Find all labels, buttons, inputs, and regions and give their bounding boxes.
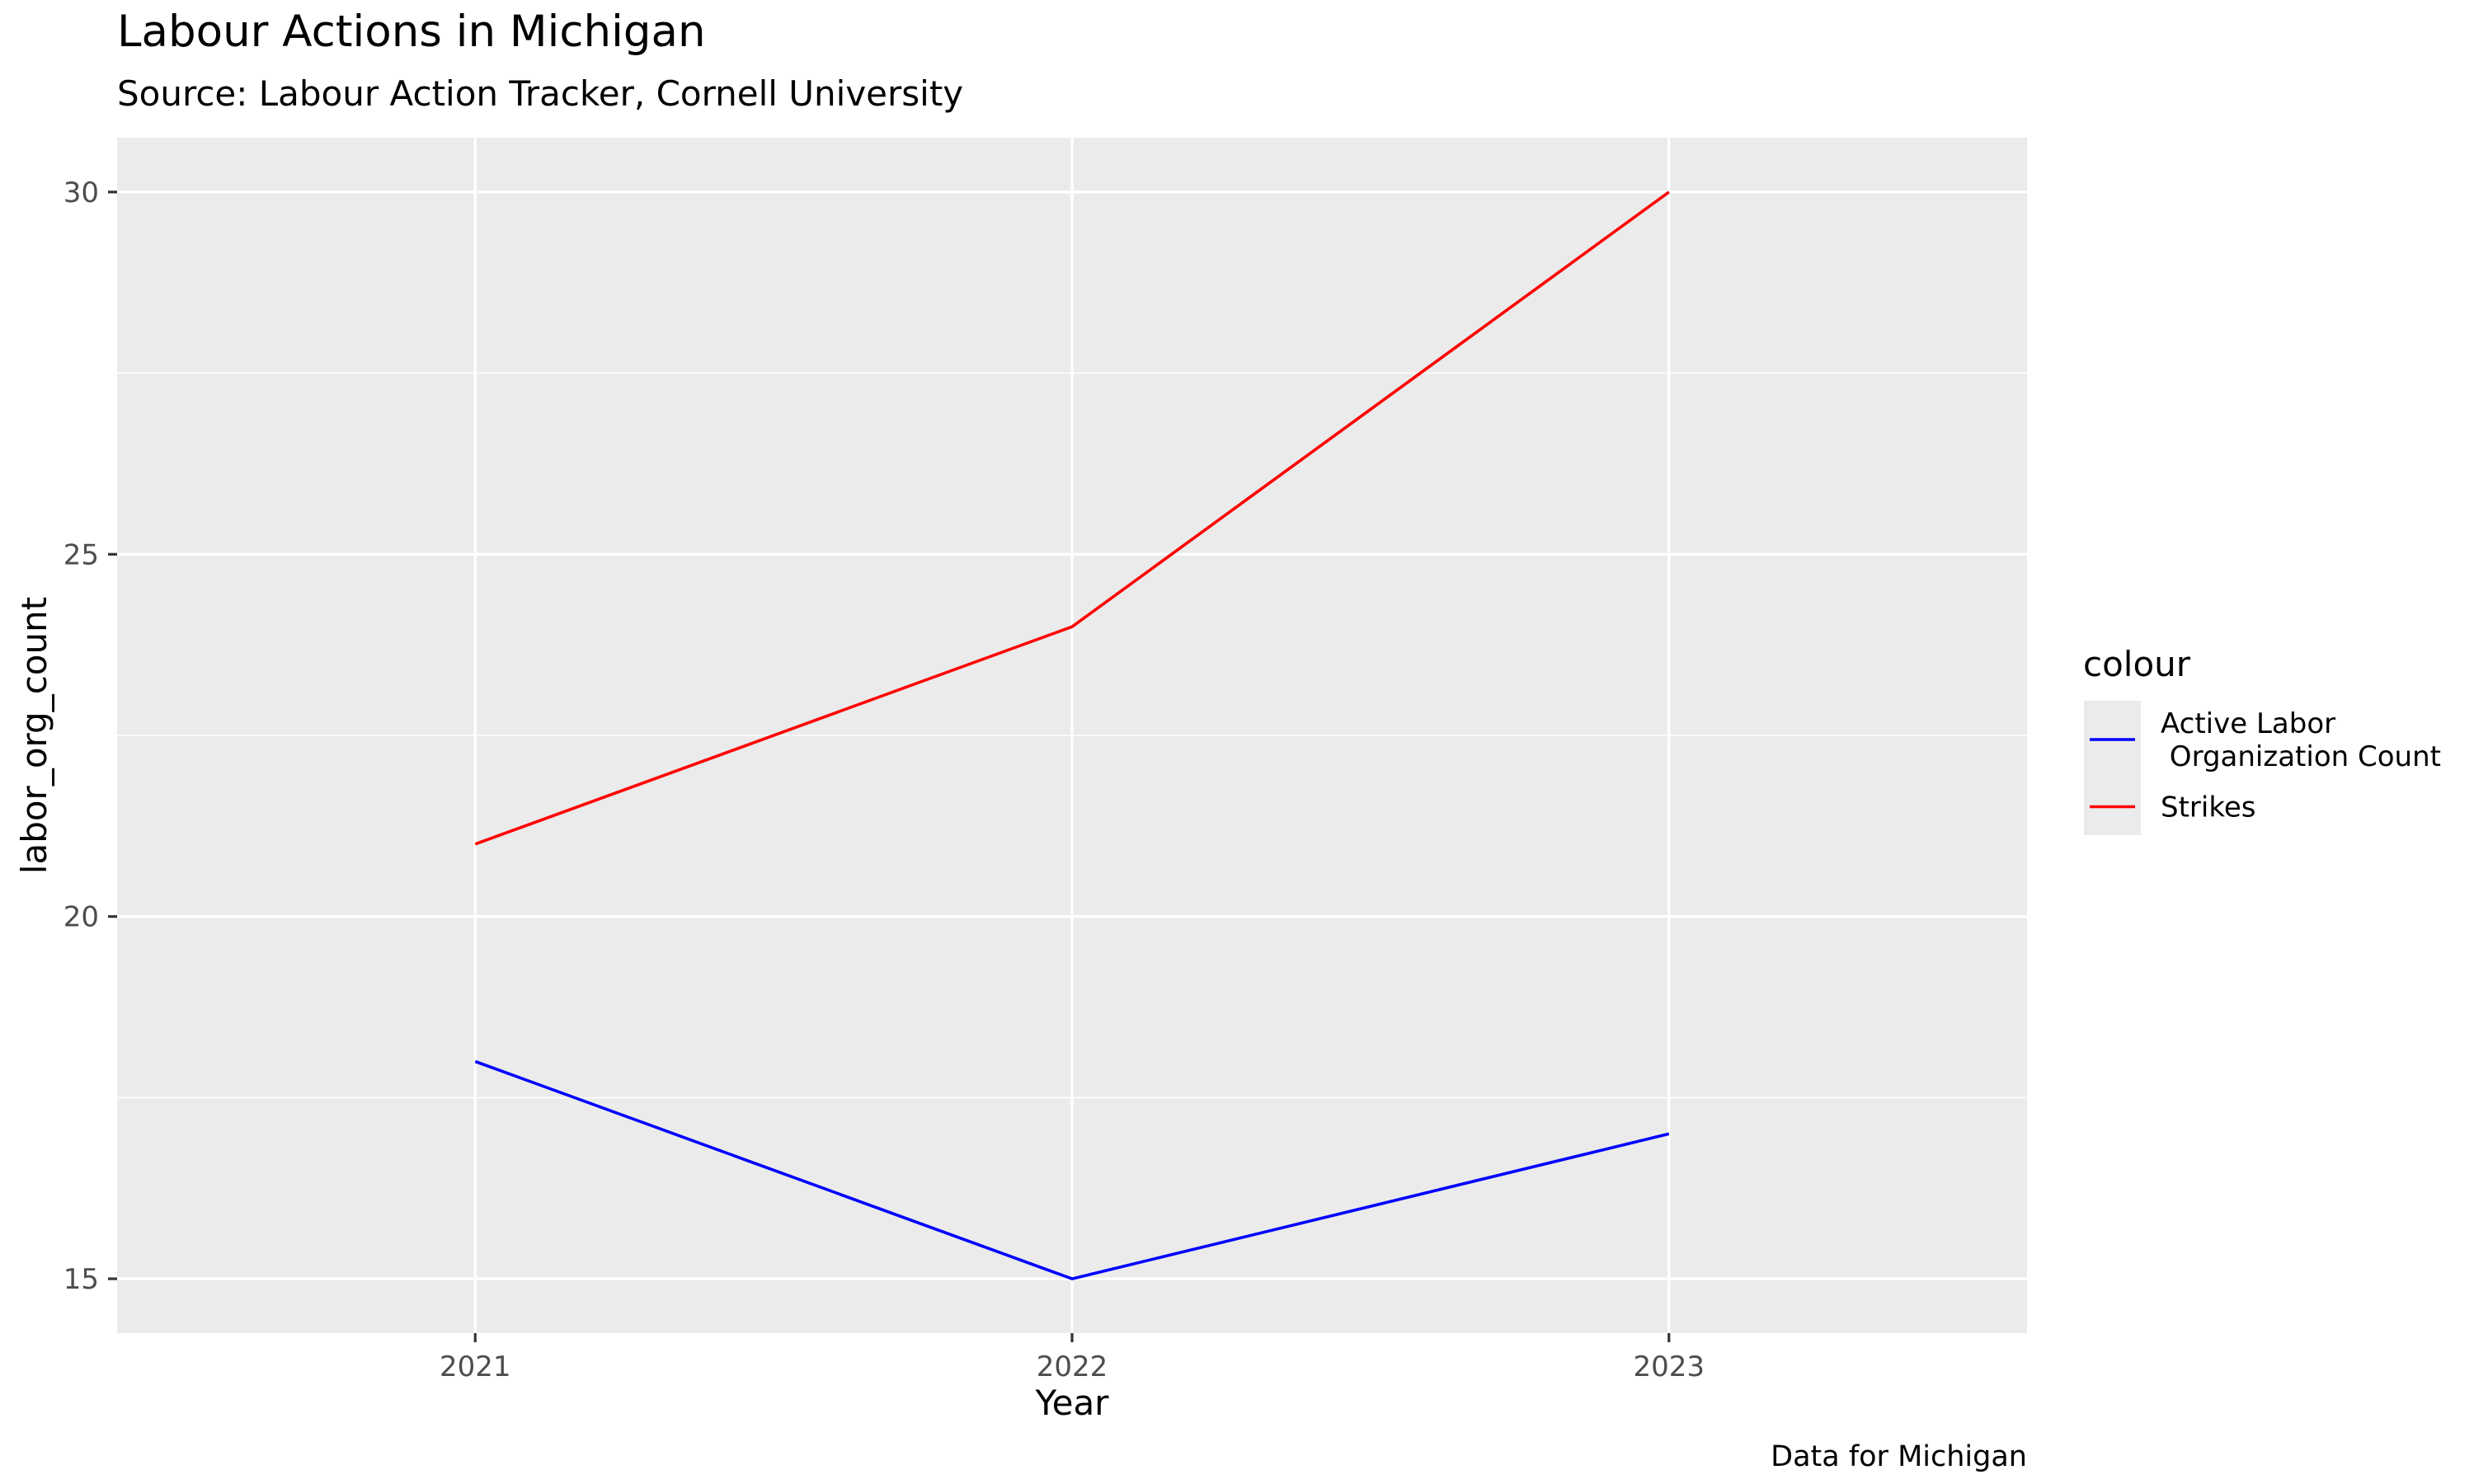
y-tick-label: 15 [63,1263,99,1296]
x-axis-title: Year [1035,1383,1110,1423]
x-tick-label: 2023 [1633,1350,1705,1383]
chart-title: Labour Actions in Michigan [117,7,706,57]
legend: colour Active Labor Organization Count St… [2083,644,2441,835]
legend-label: Active Labor Organization Count [2161,707,2441,773]
chart-subtitle: Source: Labour Action Tracker, Cornell U… [117,73,963,114]
x-tick-label: 2021 [440,1350,511,1383]
y-axis-title: labor_org_count [14,597,54,874]
x-axis: 2021 2022 2023 [440,1333,1705,1383]
chart-caption: Data for Michigan [1771,1440,2027,1473]
y-tick-label: 20 [63,901,99,934]
y-axis: 15 20 25 30 [63,176,117,1296]
legend-label: Strikes [2161,791,2255,824]
x-tick-label: 2022 [1037,1350,1108,1383]
series-line [474,190,1670,846]
series-line [474,1059,1670,1280]
series-layer [474,190,1670,1280]
y-tick-label: 25 [63,538,99,571]
y-tick-label: 30 [63,176,99,209]
legend-title: colour [2083,644,2191,684]
